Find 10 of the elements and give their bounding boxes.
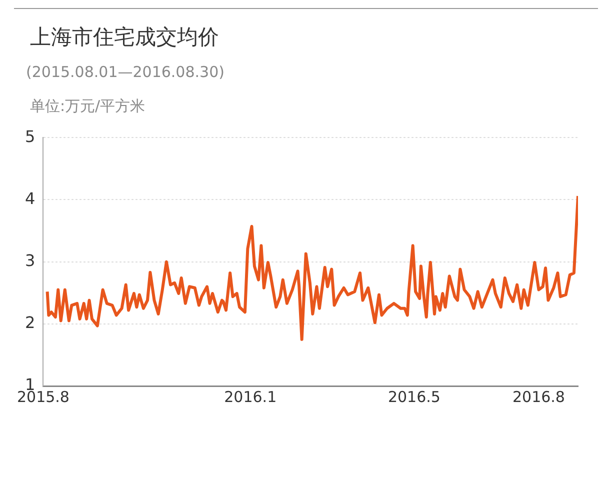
x-tick-label: 2016.5 — [388, 388, 440, 406]
y-tick-label: 3 — [25, 250, 36, 270]
y-tick-label: 5 — [25, 126, 36, 146]
chart-title: 上海市住宅成交均价 — [30, 24, 220, 51]
y-axis-title: 单位:万元/平方米 — [30, 97, 146, 116]
x-tick-label: 2016.1 — [224, 388, 277, 406]
x-tick-label: 2016.8 — [512, 388, 565, 406]
y-tick-label: 4 — [25, 188, 36, 208]
chart-subtitle: (2015.08.01—2016.08.30) — [26, 63, 226, 81]
y-tick-label: 2 — [25, 313, 36, 332]
